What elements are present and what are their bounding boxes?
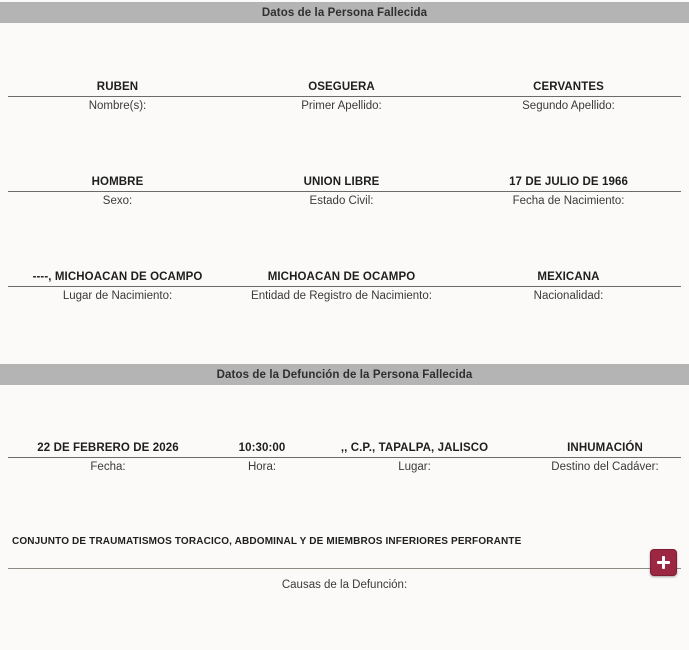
field-value: MEXICANA xyxy=(537,271,600,283)
field-value: OSEGUERA xyxy=(308,81,375,93)
field-value-causas-defuncion[interactable]: CONJUNTO DE TRAUMATISMOS TORACICO, ABDOM… xyxy=(12,536,522,547)
field-sexo[interactable]: HOMBRE Sexo: xyxy=(0,175,235,209)
field-fecha-defuncion[interactable]: 22 DE FEBRERO DE 2026 Fecha: xyxy=(0,441,216,475)
field-value: ,, C.P., TAPALPA, JALISCO xyxy=(340,442,489,454)
field-value: 17 DE JULIO DE 1966 xyxy=(509,176,628,188)
section-header-persona-fallecida: Datos de la Persona Fallecida xyxy=(0,2,689,23)
field-label: Hora: xyxy=(247,461,277,473)
add-cause-button[interactable] xyxy=(650,549,677,576)
field-value: CERVANTES xyxy=(533,81,604,93)
field-value: INHUMACIÓN xyxy=(567,442,643,454)
field-label: Sexo: xyxy=(102,195,133,207)
field-value: 22 DE FEBRERO DE 2026 xyxy=(37,442,179,454)
field-value: UNION LIBRE xyxy=(303,176,380,188)
field-value: RUBEN xyxy=(96,81,139,93)
field-rule xyxy=(8,191,681,192)
field-fecha-nacimiento[interactable]: 17 DE JULIO DE 1966 Fecha de Nacimiento: xyxy=(448,175,689,209)
field-row-nombres: RUBEN Nombre(s): OSEGUERA Primer Apellid… xyxy=(0,80,689,114)
field-label: Estado Civil: xyxy=(309,195,374,207)
section-header-defuncion: Datos de la Defunción de la Persona Fall… xyxy=(0,364,689,385)
field-lugar-defuncion[interactable]: ,, C.P., TAPALPA, JALISCO Lugar: xyxy=(308,441,521,475)
field-row-sexo-estado-nacimiento: HOMBRE Sexo: UNION LIBRE Estado Civil: 1… xyxy=(0,175,689,209)
field-label: Lugar de Nacimiento: xyxy=(62,290,173,302)
field-label: Nombre(s): xyxy=(88,100,147,112)
field-hora-defuncion[interactable]: 10:30:00 Hora: xyxy=(216,441,308,475)
section-title: Datos de la Persona Fallecida xyxy=(261,6,428,19)
field-rule xyxy=(8,457,681,458)
field-nombres[interactable]: RUBEN Nombre(s): xyxy=(0,80,235,114)
field-label: Lugar: xyxy=(398,461,431,473)
field-label-causas-defuncion: Causas de la Defunción: xyxy=(281,579,408,591)
section-title: Datos de la Defunción de la Persona Fall… xyxy=(216,368,473,381)
field-estado-civil[interactable]: UNION LIBRE Estado Civil: xyxy=(235,175,448,209)
field-value: MICHOACAN DE OCAMPO xyxy=(267,271,416,283)
field-primer-apellido[interactable]: OSEGUERA Primer Apellido: xyxy=(235,80,448,114)
field-value: ----, MICHOACAN DE OCAMPO xyxy=(32,271,203,283)
field-value: HOMBRE xyxy=(91,176,144,188)
field-segundo-apellido[interactable]: CERVANTES Segundo Apellido: xyxy=(448,80,689,114)
plus-icon xyxy=(657,556,670,569)
field-label: Nacionalidad: xyxy=(533,290,604,302)
field-rule xyxy=(8,286,681,287)
field-rule xyxy=(8,96,681,97)
field-destino-cadaver[interactable]: INHUMACIÓN Destino del Cadáver: xyxy=(521,441,689,475)
field-label: Fecha de Nacimiento: xyxy=(512,195,625,207)
field-label: Entidad de Registro de Nacimiento: xyxy=(251,290,432,302)
field-label: Destino del Cadáver: xyxy=(551,461,659,473)
field-label: Primer Apellido: xyxy=(301,100,382,112)
field-entidad-registro-nacimiento[interactable]: MICHOACAN DE OCAMPO Entidad de Registro … xyxy=(235,270,448,304)
causes-rule xyxy=(8,568,681,569)
field-nacionalidad[interactable]: MEXICANA Nacionalidad: xyxy=(448,270,689,304)
field-row-defuncion: 22 DE FEBRERO DE 2026 Fecha: 10:30:00 Ho… xyxy=(0,441,689,475)
field-lugar-nacimiento[interactable]: ----, MICHOACAN DE OCAMPO Lugar de Nacim… xyxy=(0,270,235,304)
field-label: Fecha: xyxy=(90,461,126,473)
field-row-lugar-entidad-nacionalidad: ----, MICHOACAN DE OCAMPO Lugar de Nacim… xyxy=(0,270,689,304)
field-value: 10:30:00 xyxy=(238,442,286,454)
field-label: Segundo Apellido: xyxy=(522,100,615,112)
